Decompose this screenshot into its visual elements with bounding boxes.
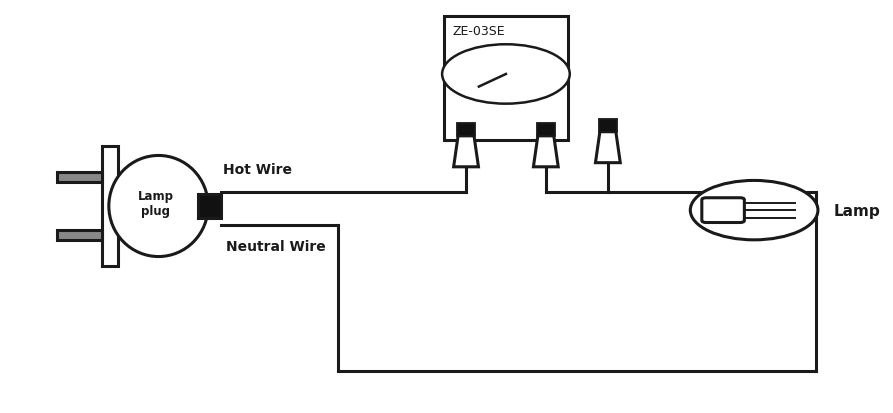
FancyBboxPatch shape [702, 198, 745, 223]
Text: Lamp
plug: Lamp plug [138, 189, 174, 217]
Polygon shape [454, 137, 479, 167]
Polygon shape [56, 230, 102, 241]
Polygon shape [102, 147, 118, 266]
Text: Lamp: Lamp [834, 203, 880, 218]
Circle shape [442, 45, 570, 104]
Polygon shape [56, 172, 102, 183]
Ellipse shape [109, 156, 208, 257]
Text: Neutral Wire: Neutral Wire [226, 240, 325, 254]
FancyBboxPatch shape [444, 17, 568, 141]
Polygon shape [599, 119, 617, 133]
Text: ZE-03SE: ZE-03SE [453, 25, 505, 38]
Polygon shape [198, 194, 221, 219]
Polygon shape [596, 133, 621, 163]
Circle shape [690, 181, 818, 240]
Polygon shape [533, 137, 558, 167]
Polygon shape [457, 123, 475, 137]
Polygon shape [537, 123, 555, 137]
Text: Hot Wire: Hot Wire [223, 162, 292, 176]
